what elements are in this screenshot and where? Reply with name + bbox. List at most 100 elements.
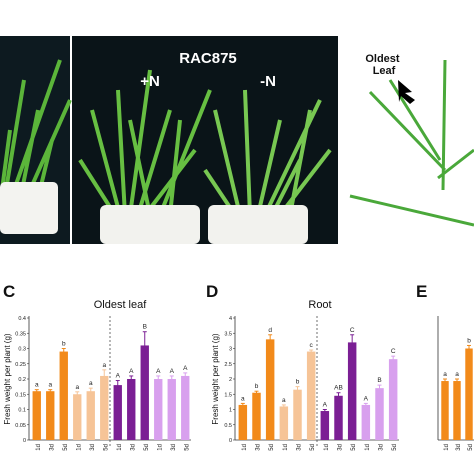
- y-tick-label: 0: [23, 438, 26, 444]
- x-tick-label: 5d: [310, 444, 316, 451]
- chart-title-root: Root: [308, 299, 332, 311]
- bar: [465, 348, 473, 440]
- y-tick-label: 0.3: [18, 347, 26, 353]
- bar: [86, 391, 95, 440]
- bar: [167, 379, 176, 440]
- plus-n-label: +N: [140, 73, 160, 90]
- significance-letter: a: [75, 384, 79, 391]
- x-tick-label: 1d: [76, 444, 82, 451]
- y-tick-label: 0.25: [15, 362, 26, 368]
- y-tick-label: 0.4: [18, 316, 26, 322]
- photo-leaf-background: [345, 36, 474, 244]
- x-tick-label: 3d: [171, 444, 177, 451]
- bar: [293, 389, 302, 440]
- x-tick-label: 1d: [324, 444, 330, 451]
- y-tick-label: 0.2: [18, 377, 26, 383]
- plant-photos: RAC875 +N -N Oldest Leaf: [0, 36, 474, 244]
- bar: [453, 381, 461, 440]
- x-tick-label: 5d: [144, 444, 150, 451]
- significance-letter: b: [296, 379, 300, 386]
- bar: [375, 388, 384, 440]
- photo-middle-pot-minus-n: [208, 205, 308, 244]
- bar: [388, 359, 398, 440]
- significance-letter: a: [102, 362, 106, 369]
- photo-middle-leaves-plus-n: [78, 69, 212, 217]
- significance-letter: B: [377, 377, 381, 384]
- significance-letter: A: [170, 368, 175, 375]
- significance-letter: b: [62, 341, 66, 348]
- x-tick-label: 3d: [338, 444, 344, 451]
- y-tick-label: 0.05: [15, 423, 26, 429]
- x-tick-label: 5d: [184, 444, 190, 451]
- y-tick-label: 4: [229, 316, 232, 322]
- bar: [441, 381, 449, 440]
- arrow-icon: [398, 80, 415, 104]
- x-tick-label: 3d: [379, 444, 385, 451]
- x-tick-label: 5d: [63, 444, 69, 451]
- significance-letter: A: [156, 368, 161, 375]
- cultivar-label: RAC875: [179, 50, 237, 67]
- chart-2: a 1d a 3d b 5d: [437, 316, 474, 451]
- significance-letter: C: [350, 327, 355, 334]
- bar: [238, 404, 248, 440]
- photo-middle-pot-plus-n: [100, 205, 200, 244]
- bar: [252, 392, 261, 440]
- x-tick-label: 3d: [90, 444, 96, 451]
- photo-left-leaves: [0, 59, 72, 191]
- bar: [265, 339, 275, 440]
- significance-letter: a: [241, 395, 245, 402]
- y-tick-label: 1: [229, 408, 232, 414]
- significance-letter: a: [443, 371, 447, 378]
- x-tick-label: 5d: [351, 444, 357, 451]
- chart-1: 0 0.5 1 1.5 2 2.5 3 3.5 4 Fresh weight per plant …: [211, 316, 399, 451]
- x-tick-label: 3d: [297, 444, 303, 451]
- photo-leaf-blades: [349, 59, 474, 227]
- x-tick-label: 1d: [283, 444, 289, 451]
- minus-n-label: -N: [260, 73, 276, 90]
- y-axis-label: Fresh weight per plant (g): [3, 333, 12, 424]
- photo-middle-leaves-minus-n: [203, 89, 332, 217]
- x-tick-label: 1d: [444, 444, 450, 451]
- y-tick-label: 0.15: [15, 392, 26, 398]
- bar: [113, 385, 122, 440]
- oldest-leaf-label-line2: Leaf: [373, 65, 396, 77]
- x-tick-label: 3d: [256, 444, 262, 451]
- significance-letter: A: [364, 395, 369, 402]
- significance-letter: A: [116, 373, 121, 380]
- y-tick-label: 0.35: [15, 331, 26, 337]
- x-tick-label: 1d: [157, 444, 163, 451]
- bar: [46, 391, 55, 440]
- bar: [306, 351, 316, 440]
- y-tick-label: 3: [229, 347, 232, 353]
- bar: [140, 345, 149, 440]
- bar: [59, 351, 68, 440]
- y-tick-label: 0: [229, 438, 232, 444]
- y-tick-label: 0.5: [224, 423, 232, 429]
- bar: [32, 391, 41, 440]
- chart-title-oldest-leaf: Oldest leaf: [93, 299, 147, 311]
- y-tick-label: 2: [229, 377, 232, 383]
- bar: [320, 411, 330, 440]
- y-axis-label: Fresh weight per plant (g): [211, 333, 220, 424]
- significance-letter: a: [48, 382, 52, 389]
- significance-letter: b: [255, 383, 259, 390]
- bar: [361, 404, 371, 440]
- x-tick-label: 5d: [468, 444, 474, 451]
- significance-letter: AB: [334, 385, 343, 392]
- bar-charts: 0 0.05 0.1 0.15 0.2 0.25 0.3 0.35 0.4 Fresh weigh…: [3, 316, 474, 451]
- x-tick-label: 5d: [392, 444, 398, 451]
- x-tick-label: 1d: [365, 444, 371, 451]
- panel-letter-c: C: [3, 282, 16, 301]
- significance-letter: A: [183, 365, 188, 372]
- significance-letter: d: [268, 327, 272, 334]
- bar: [279, 406, 289, 440]
- x-tick-label: 1d: [117, 444, 123, 451]
- significance-letter: B: [143, 324, 147, 331]
- y-tick-label: 3.5: [224, 331, 232, 337]
- significance-letter: a: [282, 397, 286, 404]
- photo-left-pot: [0, 182, 58, 234]
- bar: [100, 375, 109, 440]
- significance-letter: C: [391, 348, 396, 355]
- bar: [73, 394, 82, 440]
